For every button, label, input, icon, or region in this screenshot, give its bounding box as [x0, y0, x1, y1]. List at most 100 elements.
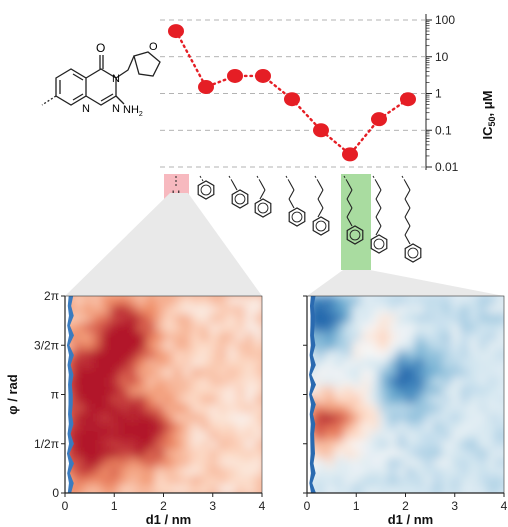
heatmap-cell — [343, 449, 353, 459]
heatmap-cell — [415, 422, 425, 432]
heatmap-cell — [478, 314, 488, 324]
heatmap-cell — [487, 386, 497, 396]
heatmap-cell — [433, 305, 443, 315]
heatmap-cell — [415, 449, 425, 459]
heatmap-cell — [334, 449, 344, 459]
heatmap-cell — [209, 476, 219, 486]
substituent-3 — [254, 175, 272, 218]
heatmap-cell — [74, 440, 84, 450]
chain-bond — [288, 198, 295, 209]
heatmap-cell — [406, 341, 416, 351]
heatmap-cell — [218, 296, 228, 306]
heatmap-cell — [191, 458, 201, 468]
heatmap-cell — [451, 449, 461, 459]
heatmap-cell — [469, 413, 479, 423]
heatmap-cell — [478, 341, 488, 351]
heatmap-cell — [361, 404, 371, 414]
phenyl-ring — [312, 216, 330, 236]
heatmap-cell — [325, 476, 335, 486]
heatmap-cell — [316, 314, 326, 324]
heatmap-cell — [424, 377, 434, 387]
heatmap-cell — [227, 467, 237, 477]
heatmap-cell — [155, 305, 165, 315]
heatmap-cell — [343, 485, 353, 493]
heatmap-cell — [343, 404, 353, 414]
heatmap-cell — [191, 413, 201, 423]
heatmap-cell — [137, 332, 147, 342]
heatmap-cell — [227, 368, 237, 378]
heatmap-cell — [370, 368, 380, 378]
heatmap-cell — [137, 458, 147, 468]
heatmap-cell — [74, 431, 84, 441]
phenyl-ring — [288, 207, 306, 227]
heatmap-cell — [209, 431, 219, 441]
heatmap-cell — [451, 314, 461, 324]
heatmap-cell — [236, 323, 246, 333]
heatmap-cell — [191, 359, 201, 369]
heatmap-cell — [397, 305, 407, 315]
heatmap-cells — [65, 296, 262, 493]
heatmap-cell — [182, 413, 192, 423]
heatmap-cell — [137, 359, 147, 369]
heatmap-cell — [442, 467, 452, 477]
heatmap-field — [307, 296, 504, 493]
ic50-point-5 — [313, 123, 329, 138]
heatmap-cell — [119, 467, 129, 477]
heatmap-cell — [343, 314, 353, 324]
heatmap-cell — [182, 377, 192, 387]
heatmap-cell — [478, 296, 488, 306]
heatmap-cell — [182, 467, 192, 477]
heatmap-cell — [370, 404, 380, 414]
heatmap-cell — [397, 413, 407, 423]
heatmap-cell — [227, 377, 237, 387]
x-axis-label: d1 / nm — [146, 512, 192, 527]
heatmap-right — [307, 296, 504, 493]
heatmap-cell — [424, 404, 434, 414]
heatmap-cell — [460, 395, 470, 405]
heatmap-cell — [415, 395, 425, 405]
heatmap-cell — [110, 458, 120, 468]
heatmap-cell — [128, 332, 138, 342]
phenyl-group — [197, 180, 215, 200]
heatmap-cell — [388, 314, 398, 324]
heatmap-cell — [164, 323, 174, 333]
heatmap-cell — [101, 368, 111, 378]
heatmap-cell — [325, 323, 335, 333]
heatmap-cell — [316, 296, 326, 306]
heatmap-cell — [316, 350, 326, 360]
heatmap-cell — [101, 395, 111, 405]
thf-oxygen: O — [149, 41, 158, 53]
heatmap-cell — [110, 413, 120, 423]
heatmap-cell — [83, 395, 93, 405]
heatmap-cell — [101, 422, 111, 432]
heatmap-cell — [379, 449, 389, 459]
heatmap-cell — [110, 485, 120, 493]
heatmap-cell — [191, 377, 201, 387]
heatmap-cell — [424, 359, 434, 369]
heatmap-cell — [83, 386, 93, 396]
heatmap-cell — [469, 485, 479, 493]
heatmap-cell — [92, 350, 102, 360]
heatmap-cell — [334, 404, 344, 414]
heatmap-cell — [92, 386, 102, 396]
heatmap-cell — [182, 386, 192, 396]
heatmap-cell — [182, 404, 192, 414]
heatmap-cell — [173, 386, 183, 396]
scaffold-n3: N — [112, 73, 120, 85]
heatmap-cell — [200, 440, 210, 450]
heatmap-cell — [110, 341, 120, 351]
heatmap-cell — [406, 305, 416, 315]
heatmap-cell — [110, 422, 120, 432]
heatmap-cell — [316, 458, 326, 468]
aromatic-circle — [349, 229, 361, 241]
heatmap-cell — [101, 341, 111, 351]
heatmap-cell — [433, 449, 443, 459]
heatmap-cell — [496, 404, 504, 414]
heatmap-cell — [406, 458, 416, 468]
heatmap-cell — [433, 341, 443, 351]
heatmap-cell — [388, 323, 398, 333]
heatmap-cell — [110, 467, 120, 477]
heatmap-cell — [182, 458, 192, 468]
aromatic-circle — [373, 238, 385, 250]
heatmap-cell — [442, 422, 452, 432]
